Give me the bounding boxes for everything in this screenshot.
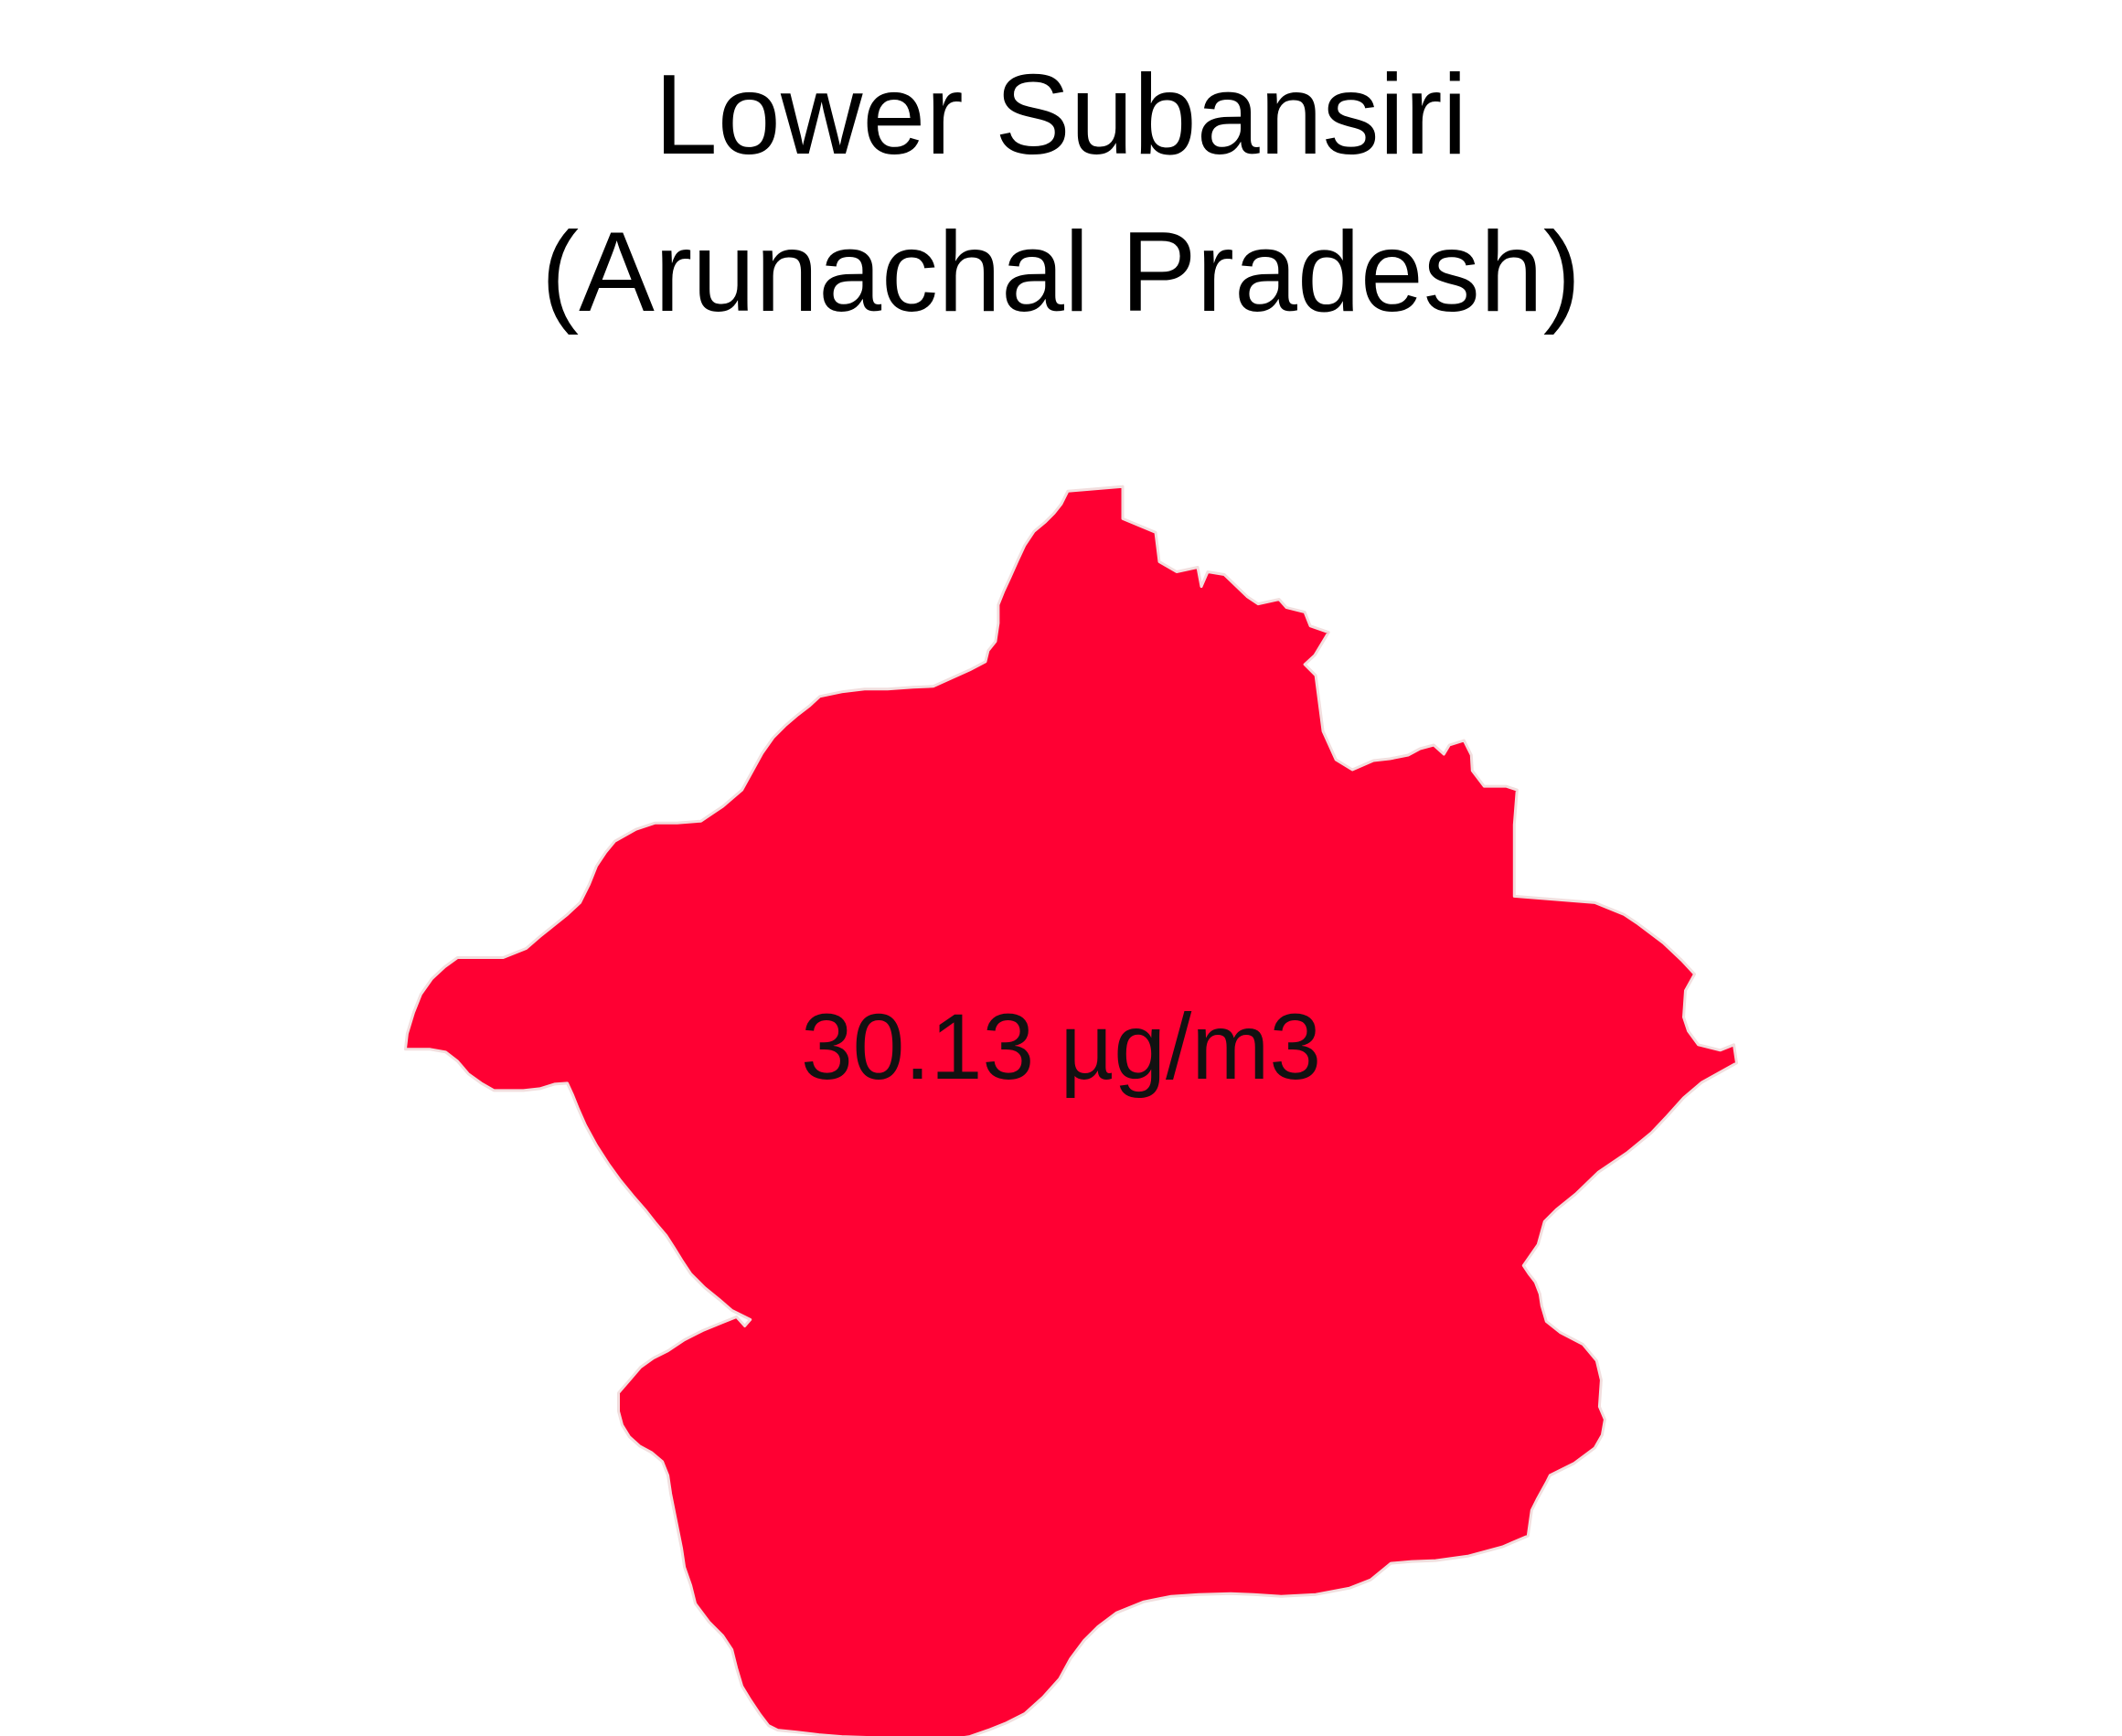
title-district: Lower Subansiri — [654, 52, 1468, 178]
pm25-value-label: 30.13 µg/m3 — [800, 995, 1322, 1099]
map-title: Lower Subansiri (Arunachal Pradesh) — [0, 37, 2122, 351]
title-state: (Arunachal Pradesh) — [540, 209, 1582, 335]
district-shape — [403, 485, 1738, 1736]
